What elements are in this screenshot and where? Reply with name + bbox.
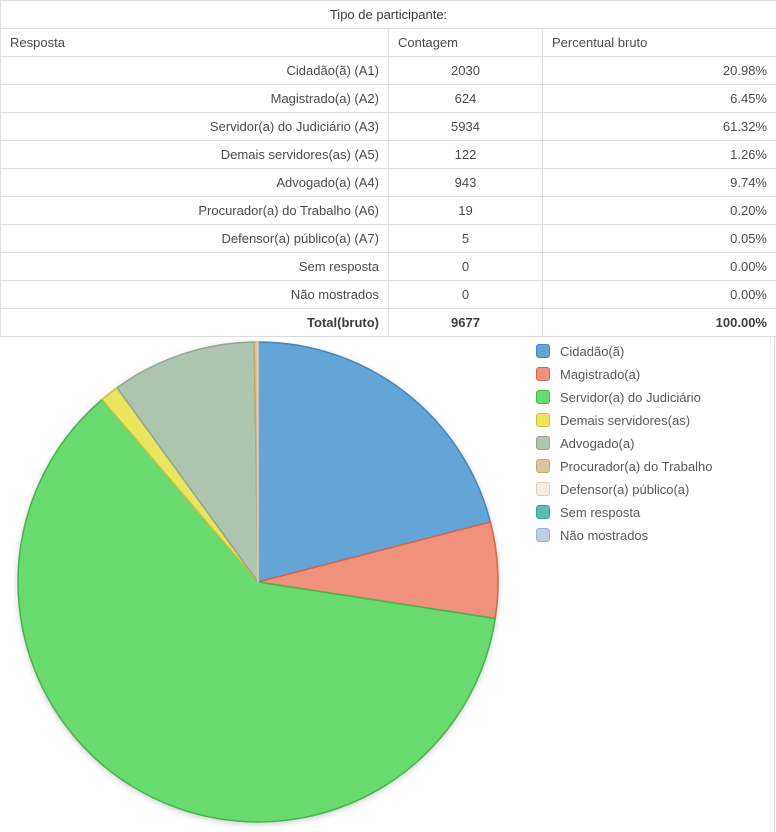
pie-chart [17, 341, 499, 823]
legend-label: Sem resposta [560, 504, 641, 520]
percentual-cell: 100.00% [542, 308, 776, 337]
legend-swatch-icon [536, 505, 550, 519]
percentual-cell: 61.32% [542, 112, 776, 141]
legend-item: Procurador(a) do Trabalho [536, 458, 713, 474]
frequency-table: Tipo de participante: Resposta Contagem … [0, 0, 776, 337]
legend-swatch-icon [536, 390, 550, 404]
percentual-cell: 0.00% [542, 280, 776, 309]
percentual-cell: 0.05% [542, 224, 776, 253]
resposta-cell: Sem resposta [0, 252, 389, 281]
legend-label: Cidadão(ã) [560, 343, 625, 359]
table-title-row: Tipo de participante: [0, 0, 776, 29]
table-row: Procurador(a) do Trabalho (A6) 19 0.20% [0, 196, 776, 225]
legend-label: Servidor(a) do Judiciário [560, 389, 701, 405]
legend-swatch-icon [536, 482, 550, 496]
legend-item: Demais servidores(as) [536, 412, 712, 428]
table-row: Magistrado(a) (A2) 624 6.45% [0, 84, 776, 113]
contagem-cell: 19 [388, 196, 543, 225]
pie-chart-area: Cidadão(ã) Magistrado(a) Servidor(a) do Ju… [0, 337, 776, 832]
contagem-cell: 5934 [388, 112, 543, 141]
legend-item: Cidadão(ã) [536, 343, 712, 359]
contagem-cell: 122 [388, 140, 543, 169]
legend-item: Defensor(a) público(a) [536, 481, 712, 497]
pie-slice-0 [257, 341, 492, 583]
percentual-cell: 6.45% [542, 84, 776, 113]
table-row: Demais servidores(as) (A5) 122 1.26% [0, 140, 776, 169]
resposta-cell: Não mostrados [0, 280, 389, 309]
legend-label: Não mostrados [560, 527, 649, 543]
legend-swatch-icon [536, 367, 550, 381]
contagem-cell: 9677 [388, 308, 543, 337]
percentual-cell: 20.98% [542, 56, 776, 85]
legend-item: Magistrado(a) [536, 366, 712, 382]
legend-item: Advogado(a) [536, 435, 712, 451]
chart-inner-border [770, 337, 771, 832]
legend-swatch-icon [536, 344, 550, 358]
legend-swatch-icon [536, 459, 550, 473]
table-row: Não mostrados 0 0.00% [0, 280, 776, 309]
resposta-cell: Procurador(a) do Trabalho (A6) [0, 196, 389, 225]
contagem-cell: 943 [388, 168, 543, 197]
table-row: Advogado(a) (A4) 943 9.74% [0, 168, 776, 197]
table-header-row: Resposta Contagem Percentual bruto [0, 28, 776, 57]
legend-item: Servidor(a) do Judiciário [536, 389, 712, 405]
table-row: Servidor(a) do Judiciário (A3) 5934 61.32% [0, 112, 776, 141]
contagem-cell: 5 [388, 224, 543, 253]
resposta-cell: Magistrado(a) (A2) [0, 84, 389, 113]
percentual-cell: 0.00% [542, 252, 776, 281]
legend-swatch-icon [536, 413, 550, 427]
legend-item: Sem resposta [536, 504, 712, 520]
resposta-cell: Total(bruto) [0, 308, 389, 337]
column-header-percentual: Percentual bruto [542, 28, 776, 57]
table-row: Total(bruto) 9677 100.00% [0, 308, 776, 337]
contagem-cell: 624 [388, 84, 543, 113]
resposta-cell: Advogado(a) (A4) [0, 168, 389, 197]
table-row: Defensor(a) público(a) (A7) 5 0.05% [0, 224, 776, 253]
legend-swatch-icon [536, 436, 550, 450]
table-row: Sem resposta 0 0.00% [0, 252, 776, 281]
resposta-cell: Servidor(a) do Judiciário (A3) [0, 112, 389, 141]
table-title: Tipo de participante: [0, 0, 776, 29]
table-row: Cidadão(ã) (A1) 2030 20.98% [0, 56, 776, 85]
legend-label: Magistrado(a) [560, 366, 641, 382]
chart-right-border [774, 337, 775, 832]
contagem-cell: 0 [388, 252, 543, 281]
legend-label: Defensor(a) público(a) [560, 481, 690, 497]
legend-label: Advogado(a) [560, 435, 635, 451]
contagem-cell: 2030 [388, 56, 543, 85]
pie-slice-6 [256, 341, 259, 583]
column-header-contagem: Contagem [388, 28, 543, 57]
percentual-cell: 9.74% [542, 168, 776, 197]
pie-slice-4 [116, 341, 259, 583]
resposta-cell: Defensor(a) público(a) (A7) [0, 224, 389, 253]
chart-legend: Cidadão(ã) Magistrado(a) Servidor(a) do Ju… [536, 344, 712, 551]
resposta-cell: Demais servidores(as) (A5) [0, 140, 389, 169]
column-header-resposta: Resposta [0, 28, 389, 57]
legend-label: Demais servidores(as) [560, 412, 691, 428]
pie-slice-2 [17, 398, 496, 823]
percentual-cell: 0.20% [542, 196, 776, 225]
legend-label: Procurador(a) do Trabalho [560, 458, 713, 474]
legend-item: Não mostrados [536, 527, 712, 543]
resposta-cell: Cidadão(ã) (A1) [0, 56, 389, 85]
percentual-cell: 1.26% [542, 140, 776, 169]
legend-swatch-icon [536, 528, 550, 542]
contagem-cell: 0 [388, 280, 543, 309]
